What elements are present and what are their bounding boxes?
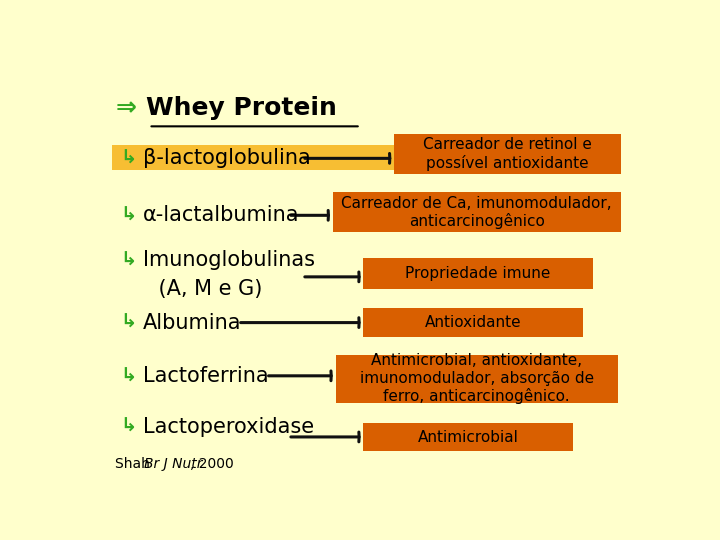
Text: Lactoferrina: Lactoferrina [143, 366, 269, 386]
Text: ⇒: ⇒ [115, 97, 136, 120]
Text: ↳: ↳ [121, 417, 137, 436]
Text: Antioxidante: Antioxidante [425, 315, 522, 330]
FancyBboxPatch shape [336, 355, 618, 403]
Text: , 2000: , 2000 [190, 457, 233, 471]
Text: Propriedade imune: Propriedade imune [405, 266, 551, 281]
Text: Br J Nutr: Br J Nutr [144, 457, 202, 471]
Text: Albumina: Albumina [143, 313, 241, 333]
Text: ↳: ↳ [121, 366, 137, 386]
Text: Lactoperoxidase: Lactoperoxidase [143, 416, 314, 436]
Text: Carreador de retinol e
possível antioxidante: Carreador de retinol e possível antioxid… [423, 137, 592, 171]
Bar [112, 145, 615, 170]
Text: Carreador de Ca, imunomodulador,
anticarcinogênico: Carreador de Ca, imunomodulador, anticar… [341, 195, 612, 229]
Text: Imunoglobulinas: Imunoglobulinas [143, 250, 315, 270]
FancyBboxPatch shape [333, 192, 621, 232]
Text: ↳: ↳ [121, 149, 137, 168]
FancyBboxPatch shape [364, 258, 593, 289]
Text: Antimicrobial: Antimicrobial [418, 430, 519, 445]
Text: β-lactoglobulina: β-lactoglobulina [143, 148, 311, 168]
Text: Antimicrobial, antioxidante,
imunomodulador, absorção de
ferro, anticarcinogênic: Antimicrobial, antioxidante, imunomodula… [359, 353, 594, 404]
Text: ↳: ↳ [121, 313, 137, 332]
FancyBboxPatch shape [364, 308, 583, 337]
Text: ↳: ↳ [121, 251, 137, 269]
Text: Whey Protein: Whey Protein [145, 97, 337, 120]
FancyBboxPatch shape [364, 423, 573, 451]
Text: α-lactalbumina: α-lactalbumina [143, 205, 300, 225]
Text: (A, M e G): (A, M e G) [132, 279, 262, 299]
Text: ↳: ↳ [121, 206, 137, 225]
FancyBboxPatch shape [394, 134, 621, 174]
Text: Shah: Shah [115, 457, 154, 471]
